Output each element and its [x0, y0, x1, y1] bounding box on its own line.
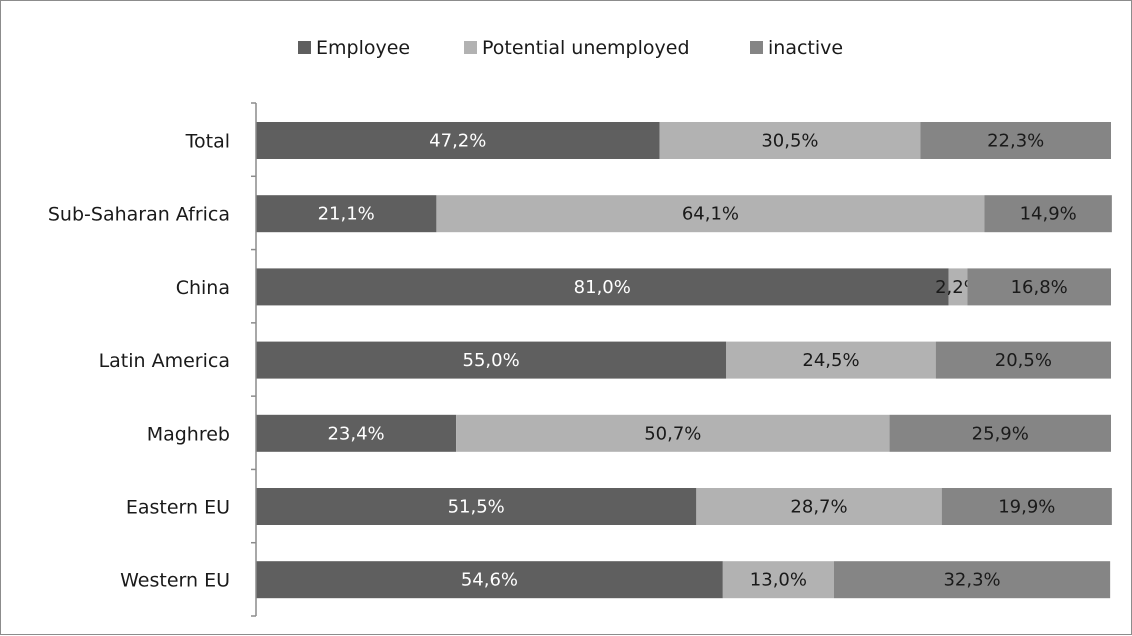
bar-segment-eastern-eu-employee	[256, 488, 697, 525]
data-label-western-eu-potential-unemployed: 13,0%	[750, 570, 807, 591]
bar-segment-total-potential-unemployed	[659, 122, 921, 159]
category-label-eastern-eu: Eastern EU	[126, 497, 230, 519]
category-label-sub-saharan-africa: Sub-Saharan Africa	[48, 204, 230, 226]
bar-row-eastern-eu: 51,5% 28,7% 19,9%	[256, 488, 1112, 525]
bar-row-maghreb: 23,4% 50,7% 25,9%	[256, 414, 1111, 452]
data-label-total-potential-unemployed: 30,5%	[761, 131, 818, 152]
data-label-latin-america-inactive: 20,5%	[995, 350, 1052, 371]
y-axis	[251, 102, 257, 617]
category-label-latin-america: Latin America	[99, 350, 230, 372]
bar-segment-sub-saharan-africa-potential-unemployed	[436, 195, 985, 233]
data-label-western-eu-employee: 54,6%	[461, 570, 518, 591]
bar-segment-western-eu-potential-unemployed	[722, 561, 834, 599]
bar-segment-total-employee	[256, 122, 660, 159]
legend-item-potential-unemployed: Potential unemployed	[464, 37, 690, 59]
legend-label-employee: Employee	[316, 37, 410, 59]
data-label-total-inactive: 22,3%	[987, 131, 1044, 152]
data-label-china-inactive: 16,8%	[1011, 277, 1068, 298]
data-label-eastern-eu-inactive: 19,9%	[998, 497, 1055, 518]
bar-segment-maghreb-inactive	[889, 414, 1111, 452]
bar-segment-sub-saharan-africa-employee	[256, 195, 437, 233]
legend-label-potential-unemployed: Potential unemployed	[482, 37, 690, 59]
bar-segment-eastern-eu-inactive	[941, 488, 1112, 525]
data-label-maghreb-inactive: 25,9%	[972, 423, 1029, 444]
category-label-china: China	[176, 277, 230, 299]
data-label-maghreb-potential-unemployed: 50,7%	[644, 423, 701, 444]
legend-item-inactive: inactive	[750, 37, 843, 59]
legend-swatch-employee	[298, 41, 311, 54]
bar-segment-western-eu-employee	[256, 561, 723, 599]
bar-segment-sub-saharan-africa-inactive	[984, 195, 1112, 233]
legend: Employee Potential unemployed inactive	[298, 37, 843, 59]
legend-swatch-potential-unemployed	[464, 41, 477, 54]
data-label-maghreb-employee: 23,4%	[327, 423, 384, 444]
legend-swatch-inactive	[750, 41, 763, 54]
bar-row-china: 81,0% 2,2% 16,8%	[256, 268, 1111, 306]
bar-row-latin-america: 55,0% 24,5% 20,5%	[256, 341, 1111, 379]
bar-row-sub-saharan-africa: 21,1% 64,1% 14,9%	[256, 195, 1112, 233]
data-label-sub-saharan-africa-inactive: 14,9%	[1020, 204, 1077, 225]
bar-segment-china-employee	[256, 268, 949, 306]
data-label-latin-america-potential-unemployed: 24,5%	[802, 350, 859, 371]
legend-item-employee: Employee	[298, 37, 410, 59]
bar-segment-china-inactive	[967, 268, 1111, 306]
category-label-western-eu: Western EU	[120, 570, 230, 592]
bar-segment-maghreb-potential-unemployed	[456, 414, 890, 452]
legend-label-inactive: inactive	[768, 37, 843, 59]
bar-segment-latin-america-inactive	[935, 341, 1111, 379]
data-label-china-employee: 81,0%	[574, 277, 631, 298]
bar-segment-western-eu-inactive	[833, 561, 1111, 599]
data-label-sub-saharan-africa-employee: 21,1%	[318, 204, 375, 225]
bars: 47,2% 30,5% 22,3% 21,1% 64,1% 14,9% 81,0% 2,2% 1…	[256, 122, 1112, 599]
bar-segment-china-potential-unemployed	[948, 268, 968, 306]
bar-segment-latin-america-potential-unemployed	[726, 341, 936, 379]
bar-row-total: 47,2% 30,5% 22,3%	[256, 122, 1111, 159]
data-label-latin-america-employee: 55,0%	[463, 350, 520, 371]
data-label-eastern-eu-employee: 51,5%	[448, 497, 505, 518]
bar-segment-maghreb-employee	[256, 414, 457, 452]
bar-segment-eastern-eu-potential-unemployed	[696, 488, 942, 525]
data-label-total-employee: 47,2%	[429, 131, 486, 152]
data-label-eastern-eu-potential-unemployed: 28,7%	[790, 497, 847, 518]
data-label-western-eu-inactive: 32,3%	[943, 570, 1000, 591]
category-label-total: Total	[185, 131, 230, 153]
data-label-sub-saharan-africa-potential-unemployed: 64,1%	[682, 204, 739, 225]
bar-segment-latin-america-employee	[256, 341, 727, 379]
bar-segment-total-inactive	[920, 122, 1111, 159]
category-label-maghreb: Maghreb	[147, 423, 230, 445]
bar-row-western-eu: 54,6% 13,0% 32,3%	[256, 561, 1111, 599]
